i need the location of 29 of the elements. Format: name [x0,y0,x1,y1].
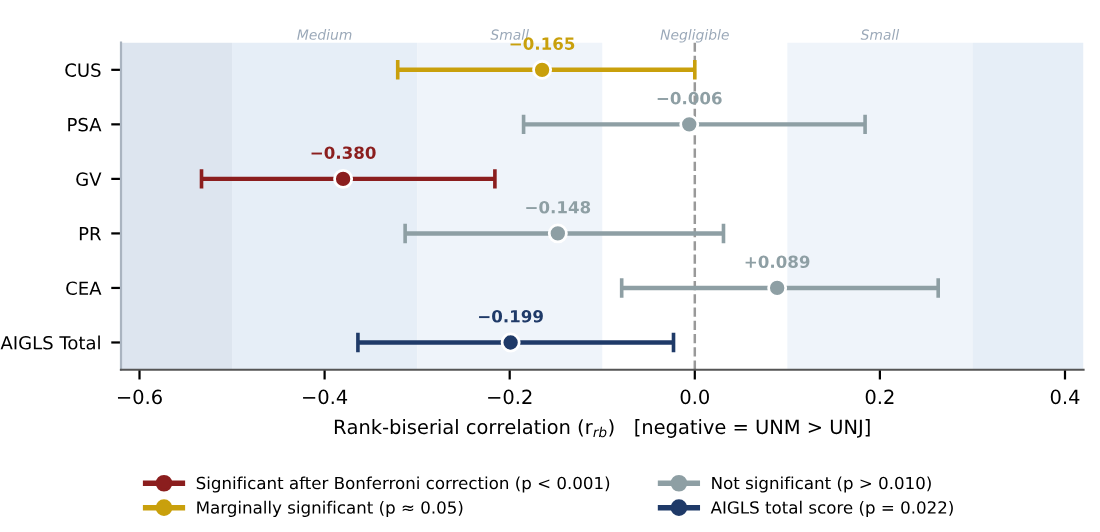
data-label: −0.006 [657,91,722,105]
data-label: −0.165 [510,37,575,50]
data-label: +0.089 [745,255,810,269]
point [500,332,521,353]
x-tick-label: −0.2 [488,389,532,405]
x-tick-label: −0.6 [117,389,162,405]
legend-label: Marginally significant (p ≈ 0.05) [197,500,463,517]
y-tick-label: GV [76,172,102,186]
y-tick-label: CEA [66,281,102,296]
y-tick-label: AIGLS Total [0,335,100,350]
point [547,223,568,244]
x-tick-label: 0.0 [680,389,709,405]
y-tick-label: PR [79,227,102,241]
point [767,277,788,298]
data-label: −0.148 [526,200,591,214]
legend-label: Significant after Bonferroni correction (p < 0.001) [196,476,610,493]
y-tick-label: PSA [68,117,102,132]
point [532,59,553,80]
y-tick-label: CUS [65,63,101,77]
x-tick-label: 0.2 [865,389,894,405]
legend-label: Not significant (p > 0.010) [712,476,931,493]
x-tick-label: −0.4 [303,389,348,405]
point [679,114,700,135]
x-axis-title: Rank-biserial correlation (r$_{rb}$) [negative = UNM > UNJ] [334,419,870,438]
data-label: −0.199 [479,309,543,323]
point [333,168,354,189]
legend-label: AIGLS total score (p = 0.022) [710,500,953,517]
data-label: −0.380 [311,146,376,159]
x-tick-label: 0.4 [1050,389,1080,405]
